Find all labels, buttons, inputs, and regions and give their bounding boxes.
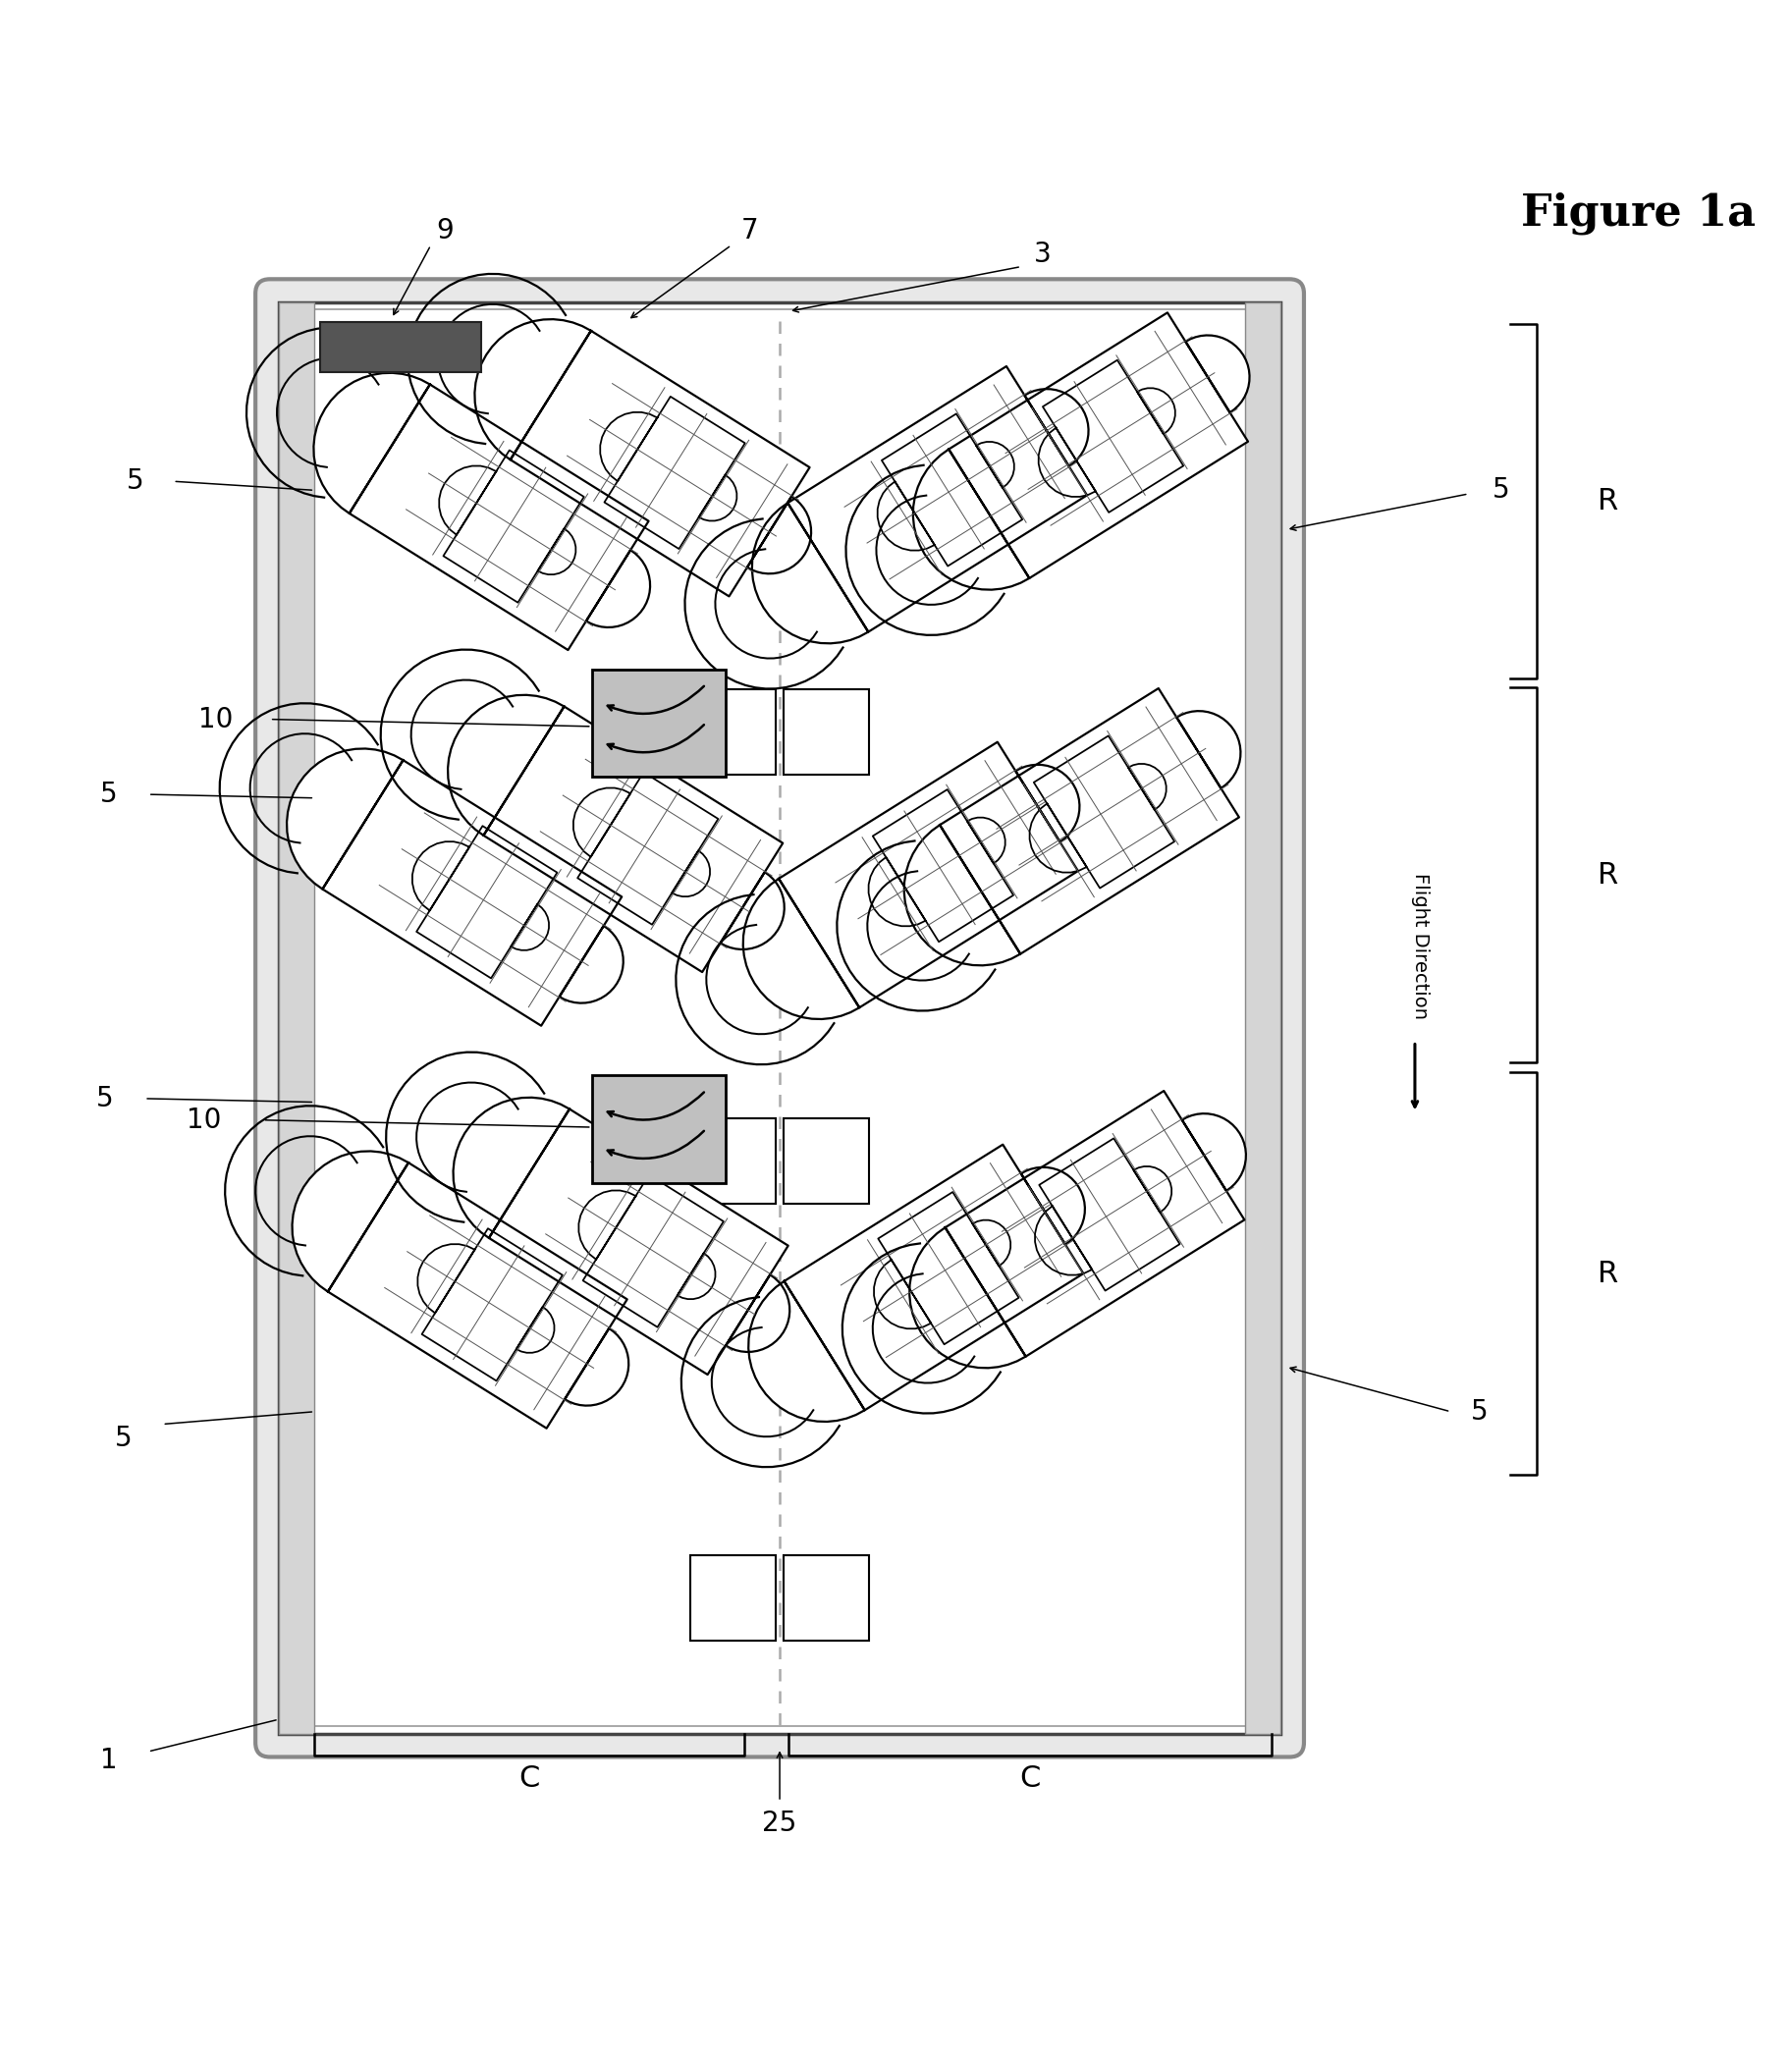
Text: 5: 5 xyxy=(97,1085,115,1113)
Text: C: C xyxy=(1020,1764,1041,1793)
Text: R: R xyxy=(1598,861,1618,889)
Polygon shape xyxy=(753,366,1088,643)
Polygon shape xyxy=(475,318,812,596)
Polygon shape xyxy=(448,694,785,972)
Text: 5: 5 xyxy=(115,1425,131,1452)
Bar xyxy=(690,688,776,774)
Bar xyxy=(783,1117,869,1204)
Text: 3: 3 xyxy=(1034,240,1052,267)
Polygon shape xyxy=(314,374,650,649)
Text: 5: 5 xyxy=(1493,477,1509,503)
Polygon shape xyxy=(287,748,624,1025)
Polygon shape xyxy=(905,688,1240,965)
Text: 1: 1 xyxy=(100,1746,116,1775)
Text: C: C xyxy=(518,1764,539,1793)
Bar xyxy=(690,1117,776,1204)
Polygon shape xyxy=(910,1091,1245,1368)
Text: 10: 10 xyxy=(186,1107,220,1134)
Bar xyxy=(783,1555,869,1641)
Polygon shape xyxy=(292,1150,629,1428)
Polygon shape xyxy=(914,312,1249,589)
Text: R: R xyxy=(1598,1259,1618,1288)
FancyBboxPatch shape xyxy=(256,279,1305,1756)
Text: Figure 1a: Figure 1a xyxy=(1521,191,1756,234)
Polygon shape xyxy=(749,1144,1084,1421)
Text: 5: 5 xyxy=(100,781,116,807)
Polygon shape xyxy=(744,741,1079,1019)
Polygon shape xyxy=(453,1097,790,1374)
Text: 25: 25 xyxy=(762,1810,797,1836)
Bar xyxy=(319,322,480,372)
Bar xyxy=(1245,302,1281,1734)
Bar xyxy=(280,302,1281,1734)
Text: Flight Direction: Flight Direction xyxy=(1410,873,1430,1019)
Bar xyxy=(690,1555,776,1641)
Text: 5: 5 xyxy=(1471,1399,1487,1425)
Text: 7: 7 xyxy=(740,218,758,244)
Bar xyxy=(591,670,726,776)
Text: R: R xyxy=(1598,487,1618,516)
Text: 5: 5 xyxy=(127,468,143,495)
Text: 10: 10 xyxy=(199,705,233,733)
Bar xyxy=(280,302,314,1734)
Bar xyxy=(783,688,869,774)
Text: 9: 9 xyxy=(437,218,453,244)
Bar xyxy=(287,310,1274,1727)
Bar xyxy=(591,1076,726,1183)
